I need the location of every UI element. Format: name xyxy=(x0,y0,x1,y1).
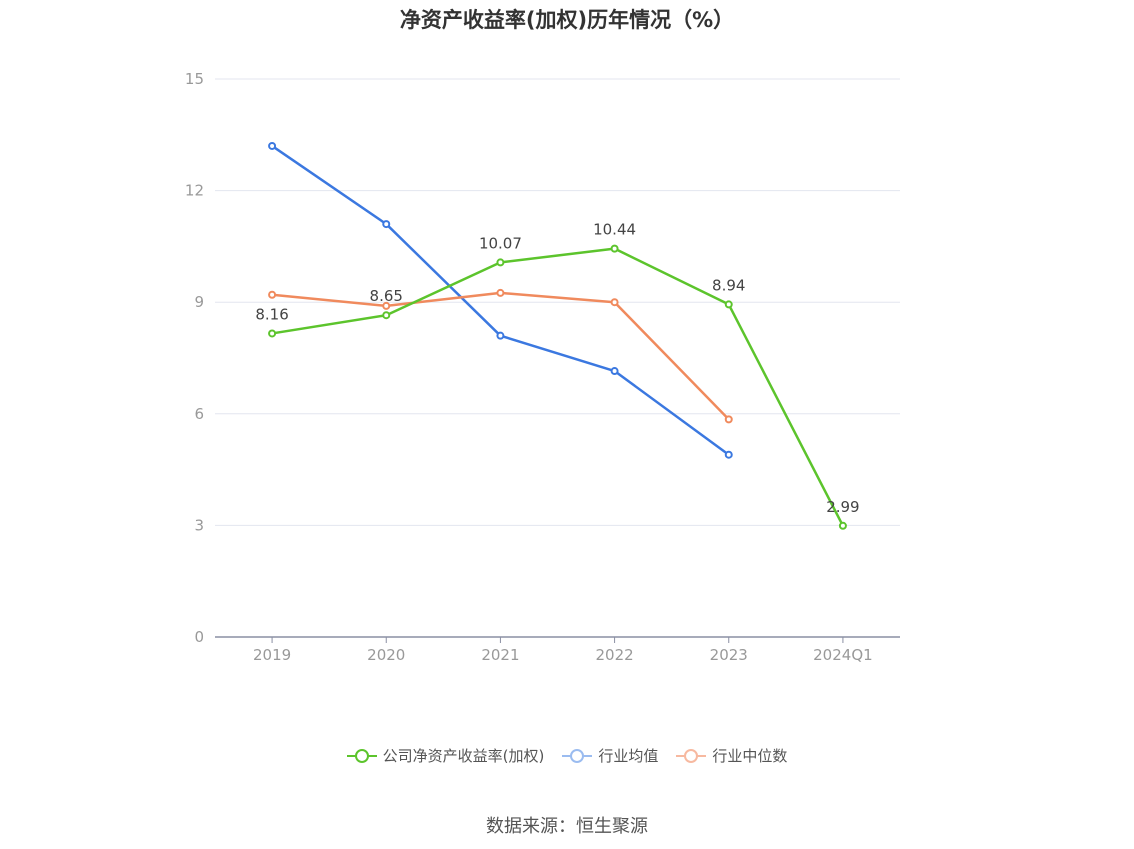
y-tick-label-12: 12 xyxy=(185,182,204,200)
legend-label: 行业均值 xyxy=(598,747,659,765)
data-point-series-0-1 xyxy=(382,311,391,320)
y-tick-label-15: 15 xyxy=(185,70,204,88)
data-label-2024Q1: 2.99 xyxy=(826,498,859,516)
data-point-series-2-2 xyxy=(496,288,505,297)
y-tick-label-6: 6 xyxy=(194,405,204,423)
data-label-2019: 8.16 xyxy=(255,305,288,323)
data-label-2020: 8.65 xyxy=(370,287,403,305)
data-point-series-2-1 xyxy=(382,301,391,310)
data-point-series-0-5 xyxy=(838,521,847,530)
x-tick-label-2019: 2019 xyxy=(253,646,291,664)
data-point-series-0-3 xyxy=(610,244,619,253)
data-point-series-2-4 xyxy=(724,415,733,424)
x-tick-label-2021: 2021 xyxy=(481,646,519,664)
data-label-2021: 10.07 xyxy=(479,234,522,252)
legend-item-company-roe[interactable]: 公司净资产收益率(加权) xyxy=(346,745,545,766)
legend-item-industry-mean[interactable]: 行业均值 xyxy=(562,745,658,766)
x-tick-label-2022: 2022 xyxy=(595,646,633,664)
data-point-series-0-0 xyxy=(268,329,277,338)
x-tick-label-2024Q1: 2024Q1 xyxy=(813,646,873,664)
data-point-series-2-0 xyxy=(268,290,277,299)
chart-title: 净资产收益率(加权)历年情况（%） xyxy=(399,8,735,32)
x-tick-label-2023: 2023 xyxy=(710,646,748,664)
data-point-series-1-0 xyxy=(268,141,277,150)
data-point-series-2-3 xyxy=(610,298,619,307)
y-tick-label-9: 9 xyxy=(194,293,204,311)
y-tick-label-3: 3 xyxy=(194,516,204,534)
legend-swatch-company-roe xyxy=(346,748,377,764)
data-point-series-0-4 xyxy=(724,300,733,309)
data-label-2022: 10.44 xyxy=(593,221,636,239)
x-tick-label-2020: 2020 xyxy=(367,646,405,664)
series-layer xyxy=(268,141,847,530)
data-point-series-1-1 xyxy=(382,220,391,229)
axis-layer: 0 3 6 9 12 15 2019 2020 2021 2022 2023 2024Q1 xyxy=(185,70,900,664)
legend-item-industry-median[interactable]: 行业中位数 xyxy=(676,745,787,766)
legend-label: 公司净资产收益率(加权) xyxy=(382,747,545,765)
source-note: 数据来源：恒生聚源 xyxy=(486,816,648,837)
data-label-2023: 8.94 xyxy=(712,276,745,294)
series-line-0 xyxy=(271,247,845,527)
grid-layer xyxy=(215,78,900,526)
legend-swatch-industry-median xyxy=(676,748,707,764)
data-point-series-1-4 xyxy=(724,450,733,459)
data-point-series-1-3 xyxy=(610,367,619,376)
legend-label: 行业中位数 xyxy=(712,747,788,765)
legend-swatch-industry-mean xyxy=(562,748,593,764)
data-point-series-1-2 xyxy=(496,331,505,340)
series-line-2 xyxy=(271,291,730,421)
data-point-series-0-2 xyxy=(496,258,505,267)
y-tick-label-0: 0 xyxy=(194,628,204,646)
legend: 公司净资产收益率(加权) 行业均值 行业中位数 xyxy=(0,745,1134,766)
data-label-layer: 8.16 8.65 10.07 10.44 8.94 2.99 xyxy=(255,221,859,516)
